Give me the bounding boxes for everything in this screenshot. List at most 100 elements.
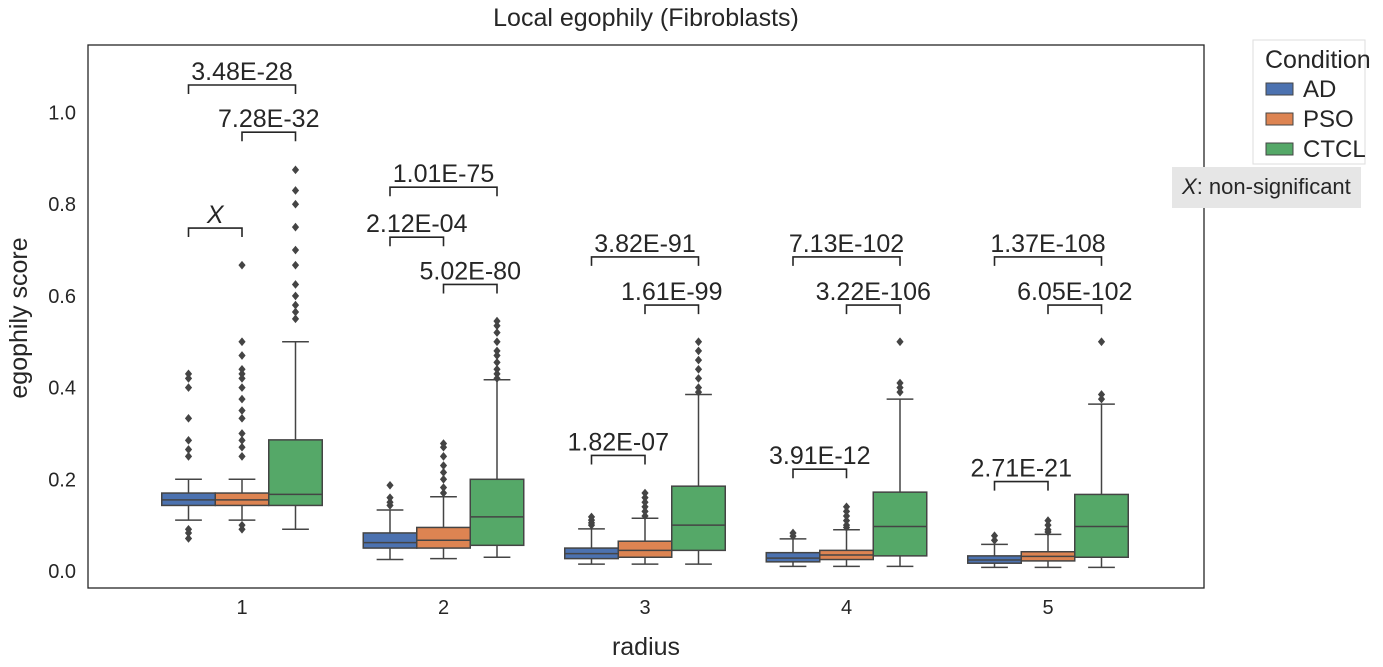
box-body [671,485,726,552]
box-ctcl [1074,337,1129,569]
outlier-point [990,535,999,545]
outlier-point [184,383,193,392]
outlier-point [641,507,649,516]
outlier-point [896,337,904,347]
outlier-point [641,502,649,512]
legend-title: Condition [1265,46,1371,74]
y-tick-label: 1.0 [48,103,76,125]
outlier-point [694,374,703,383]
outlier-point [184,445,193,454]
box-body [765,551,821,563]
outlier-point [493,337,501,347]
bracket-line [792,256,901,266]
box-pso [819,502,874,568]
outlier-point [842,502,851,512]
box-ctcl [671,337,726,565]
outlier-point [291,307,300,317]
outlier-point [238,337,246,347]
outlier-point [184,436,193,445]
outlier-point [238,406,246,415]
outlier-point [238,452,246,461]
outlier-point [238,436,246,445]
plot-area: 0.0 0.2 0.4 0.6 0.8 1.0 1 2 3 4 5 X 3.48E-28 7.28E-32… [48,44,1205,619]
box-ad [765,528,821,568]
outlier-point [587,512,596,522]
outlier-point [184,452,193,461]
bracket-line [187,84,297,94]
legend-swatch-ctcl [1265,142,1294,156]
p-value-label: 7.28E-32 [218,105,319,133]
p-value-label: 1.82E-07 [568,428,669,456]
bracket-line [993,480,1049,491]
outlier-point [238,369,246,379]
outlier-point [789,528,797,538]
x-tick-label: 4 [841,597,852,619]
outlier-point [238,374,246,383]
y-axis-label: egophily score [5,237,33,398]
outlier-point [493,328,501,337]
significance-bracket: 1.37E-108 [990,230,1106,266]
significance-bracket: X [187,201,243,238]
x-tick-label: 3 [639,597,650,619]
outlier-point [694,355,703,365]
outlier-point [694,337,703,347]
outlier-point [641,497,649,507]
outlier-point [842,520,851,530]
significance-bracket: 3.91E-12 [769,442,870,479]
bracket-line [845,304,901,315]
outlier-point [694,346,703,356]
p-value-label: 2.71E-21 [971,455,1072,483]
outlier-point [694,383,703,392]
outlier-point [896,387,904,397]
outlier-point [896,383,904,392]
x-axis-label: radius [612,633,680,661]
box-body [416,526,471,549]
note-box [1172,167,1361,208]
box-pso [1020,516,1076,569]
outlier-point [291,291,300,301]
outlier-point [238,364,246,374]
outlier-point [439,483,448,492]
outlier-point [641,488,649,498]
outlier-point [493,346,501,356]
outlier-point [439,461,448,470]
outlier-point [291,186,300,195]
legend-label: PSO [1303,106,1354,133]
significance-bracket: 2.12E-04 [366,210,468,247]
significance-note: X: non-significant [1172,167,1361,208]
outlier-point [1097,337,1106,347]
box-body [872,491,928,557]
legend-swatch-pso [1265,112,1294,126]
box-body [362,532,418,549]
box-pso [214,260,270,534]
outlier-point [184,413,193,423]
outlier-point [439,488,448,498]
outlier-point [842,516,851,525]
note-text: X: non-significant [1181,174,1351,199]
box-ctcl [469,316,525,558]
outlier-point [238,429,246,438]
significance-bracket: 3.82E-91 [590,230,700,266]
outlier-point [641,493,649,502]
outlier-point [439,468,448,477]
outlier-point [493,351,501,360]
p-value-label: 3.82E-91 [594,230,695,258]
plot-frame [87,44,1205,589]
bracket-line [1047,304,1103,315]
outlier-point [896,378,904,388]
outlier-point [493,358,501,367]
significance-bracket: 1.82E-07 [568,428,669,465]
outlier-point [291,222,300,232]
outlier-point [238,442,246,452]
legend-swatch-ad [1265,82,1294,96]
outlier-point [184,369,193,379]
p-value-label: X [206,201,225,229]
outlier-point [238,260,246,270]
outlier-point [1097,390,1106,399]
bracket-line [993,256,1103,266]
y-tick-label: 0.4 [48,378,76,400]
outlier-point [386,493,394,502]
outlier-point [439,474,448,484]
box-body [617,540,673,558]
